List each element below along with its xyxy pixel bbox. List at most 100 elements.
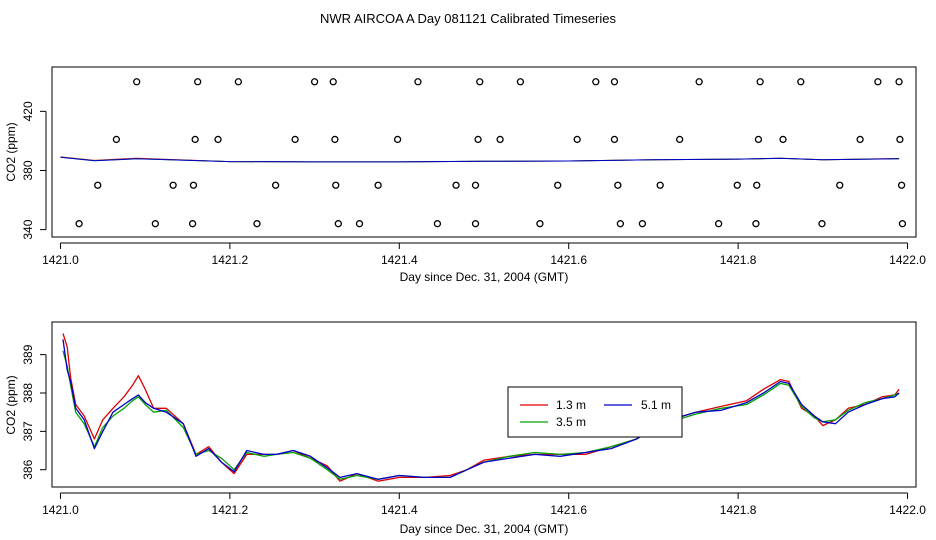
bottom-y-axis-label: CO2 (ppm) <box>4 375 18 434</box>
scatter-point <box>733 181 741 189</box>
scatter-point <box>756 78 764 86</box>
y-tick-label: 388 <box>21 383 35 403</box>
scatter-point <box>433 220 442 228</box>
scatter-point <box>754 135 763 144</box>
x-tick-label: 1421.2 <box>212 503 249 517</box>
scatter-point <box>133 78 141 86</box>
series-line-series-3 <box>60 156 900 163</box>
scatter-point <box>334 220 342 228</box>
x-tick-label: 1422.0 <box>889 503 926 517</box>
y-tick-label: 340 <box>21 219 35 239</box>
scatter-point <box>331 135 339 144</box>
top-x-axis: 1421.0 1421.2 1421.4 1421.6 1421.8 1422.0 <box>42 242 926 267</box>
scatter-point <box>610 78 619 86</box>
scatter-point <box>898 220 907 228</box>
bottom-panel: 1421.0 1421.2 1421.4 1421.6 1421.8 1422.0 386… <box>4 321 926 536</box>
top-y-axis: 340 380 420 <box>21 101 47 240</box>
scatter-point <box>616 220 625 228</box>
y-tick-label: 420 <box>21 101 35 121</box>
scatter-point <box>452 181 460 189</box>
scatter-point <box>656 181 664 189</box>
x-tick-label: 1421.6 <box>550 503 587 517</box>
series-line-5-1-m <box>62 339 900 480</box>
series-line-3-5-m <box>62 350 900 480</box>
x-tick-label: 1421.8 <box>720 253 757 267</box>
legend-label-1: 1.3 m <box>556 398 586 412</box>
x-tick-label: 1422.0 <box>889 253 926 267</box>
scatter-point <box>753 181 761 189</box>
bottom-x-axis: 1421.0 1421.2 1421.4 1421.6 1421.8 1422.0 <box>42 492 926 517</box>
scatter-point <box>797 78 805 86</box>
scatter-point <box>496 135 504 144</box>
scatter-point <box>214 135 222 144</box>
scatter-point <box>592 78 600 86</box>
scatter-point <box>189 181 198 189</box>
y-tick-label: 386 <box>21 459 35 479</box>
legend-label-3: 3.5 m <box>556 415 586 429</box>
scatter-point <box>194 78 202 86</box>
bottom-x-axis-label: Day since Dec. 31, 2004 (GMT) <box>400 522 569 536</box>
scatter-point <box>474 135 482 144</box>
top-plot-marks <box>60 78 907 228</box>
x-tick-label: 1421.0 <box>42 503 79 517</box>
x-tick-label: 1421.2 <box>212 253 249 267</box>
scatter-point <box>253 220 261 228</box>
scatter-point <box>779 135 787 144</box>
scatter-point <box>471 181 480 189</box>
scatter-point <box>610 135 619 144</box>
top-y-axis-label: CO2 (ppm) <box>4 122 18 181</box>
legend: 1.3 m 5.1 m 3.5 m <box>507 386 683 438</box>
scatter-point <box>393 135 402 144</box>
scatter-point <box>573 135 581 144</box>
legend-box <box>507 386 683 438</box>
bottom-plot-frame <box>51 321 917 488</box>
bottom-plot-marks <box>62 333 900 482</box>
x-tick-label: 1421.4 <box>381 503 418 517</box>
scatter-point <box>291 135 299 144</box>
scatter-point <box>75 220 83 228</box>
scatter-point <box>818 220 826 228</box>
x-tick-label: 1421.0 <box>42 253 79 267</box>
scatter-point <box>471 220 480 228</box>
scatter-point <box>414 78 422 86</box>
top-plot-frame <box>51 66 917 238</box>
scatter-point <box>516 78 525 86</box>
y-tick-label: 387 <box>21 421 35 441</box>
scatter-point <box>332 181 340 189</box>
scatter-point <box>836 181 844 189</box>
scatter-point <box>714 220 723 228</box>
scatter-point <box>896 135 904 144</box>
y-tick-label: 389 <box>21 344 35 364</box>
scatter-point <box>695 78 703 86</box>
scatter-point <box>856 135 864 144</box>
scatter-point <box>676 135 684 144</box>
scatter-point <box>169 181 177 189</box>
scatter-point <box>536 220 544 228</box>
scatter-point <box>374 181 382 189</box>
top-panel: 1421.0 1421.2 1421.4 1421.6 1421.8 1422.0 340… <box>4 66 926 284</box>
scatter-point <box>897 181 906 189</box>
scatter-point <box>554 181 562 189</box>
scatter-point <box>638 220 647 228</box>
x-tick-label: 1421.4 <box>381 253 418 267</box>
legend-label-2: 5.1 m <box>641 398 671 412</box>
scatter-point <box>234 78 243 86</box>
y-tick-label: 380 <box>21 160 35 180</box>
bottom-y-axis: 386 387 388 389 <box>21 344 47 480</box>
scatter-point <box>355 220 364 228</box>
x-tick-label: 1421.8 <box>720 503 757 517</box>
scatter-point <box>310 78 319 86</box>
scatter-point <box>191 135 199 144</box>
figure-title: NWR AIRCOA A Day 081121 Calibrated Times… <box>320 11 616 26</box>
scatter-point <box>94 181 102 189</box>
top-x-axis-label: Day since Dec. 31, 2004 (GMT) <box>400 270 569 284</box>
scatter-point <box>188 220 197 228</box>
scatter-point <box>476 78 484 86</box>
scatter-point <box>151 220 159 228</box>
series-line-1-3-m <box>62 333 900 482</box>
scatter-point <box>752 220 760 228</box>
scatter-point <box>329 78 337 86</box>
scatter-point <box>112 135 121 144</box>
scatter-point <box>895 78 903 86</box>
